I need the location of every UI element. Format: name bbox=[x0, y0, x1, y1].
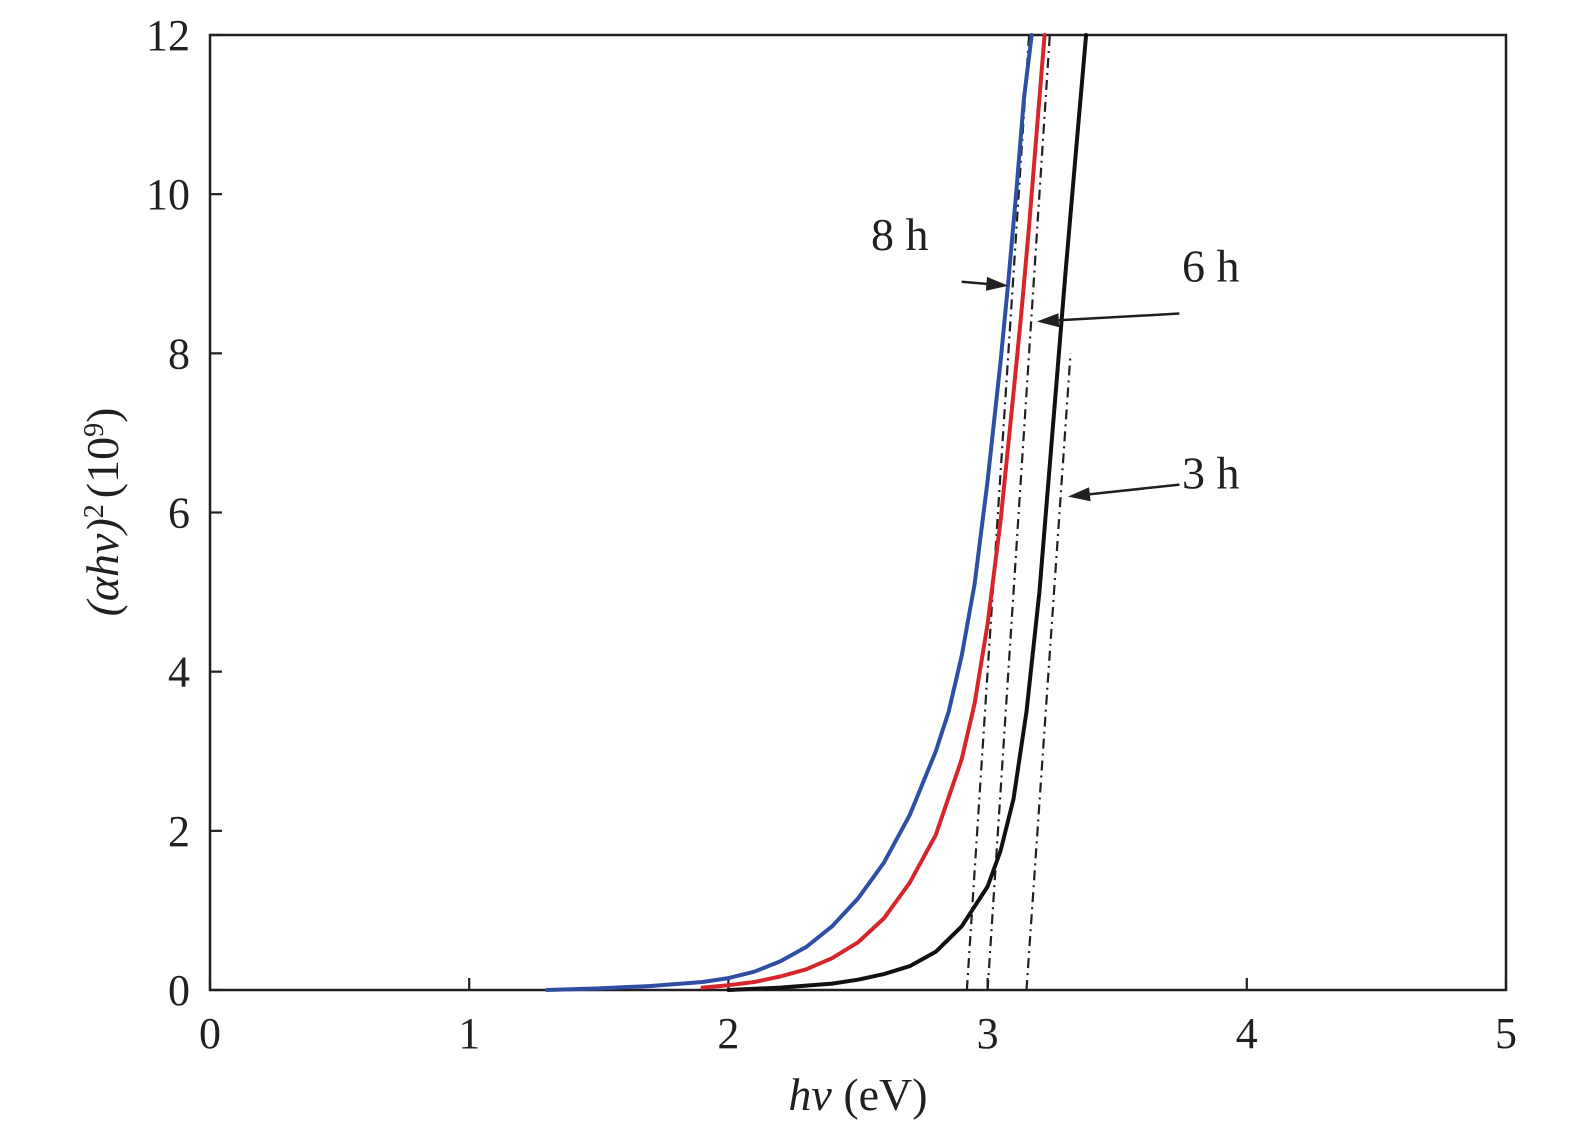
tangent-fit-line bbox=[1025, 353, 1072, 991]
series-label: 6 h bbox=[1182, 241, 1240, 292]
tangent-fit-line bbox=[986, 34, 1051, 991]
y-tick-label: 2 bbox=[168, 807, 190, 856]
y-axis-title: (αhv)2(109) bbox=[77, 408, 128, 617]
y-tick-label: 6 bbox=[168, 489, 190, 538]
y-tick-label: 8 bbox=[168, 329, 190, 378]
annotation-arrow-line bbox=[1058, 312, 1180, 322]
annotation-arrowhead bbox=[1036, 313, 1060, 328]
x-tick-label: 5 bbox=[1495, 1009, 1517, 1058]
annotation-arrow-line bbox=[1089, 483, 1180, 496]
x-axis-title: hv (eV) bbox=[788, 1069, 927, 1120]
series-line-3h bbox=[726, 33, 1089, 992]
series-line-6h bbox=[700, 33, 1047, 990]
annotation-arrow-line bbox=[961, 280, 987, 286]
fit-lines bbox=[965, 34, 1072, 991]
x-tick-label: 4 bbox=[1236, 1009, 1258, 1058]
annotation-arrowhead bbox=[1067, 487, 1091, 502]
annotation-arrowhead bbox=[985, 276, 1009, 291]
series-line-8h bbox=[545, 33, 1034, 992]
series bbox=[545, 33, 1089, 992]
y-tick-label: 10 bbox=[146, 170, 190, 219]
x-tick-label: 1 bbox=[458, 1009, 480, 1058]
series-label: 8 h bbox=[871, 209, 929, 260]
y-tick-label: 12 bbox=[146, 11, 190, 60]
series-label: 3 h bbox=[1182, 448, 1240, 499]
plot-frame bbox=[208, 33, 1508, 992]
x-tick-label: 0 bbox=[199, 1009, 221, 1058]
y-tick-label: 4 bbox=[168, 648, 190, 697]
y-tick-label: 0 bbox=[168, 966, 190, 1015]
annotations: 8 h 6 h 3 h bbox=[871, 209, 1240, 502]
tangent-fit-line bbox=[965, 34, 1031, 991]
x-tick-label: 3 bbox=[977, 1009, 999, 1058]
x-tick-label: 2 bbox=[717, 1009, 739, 1058]
